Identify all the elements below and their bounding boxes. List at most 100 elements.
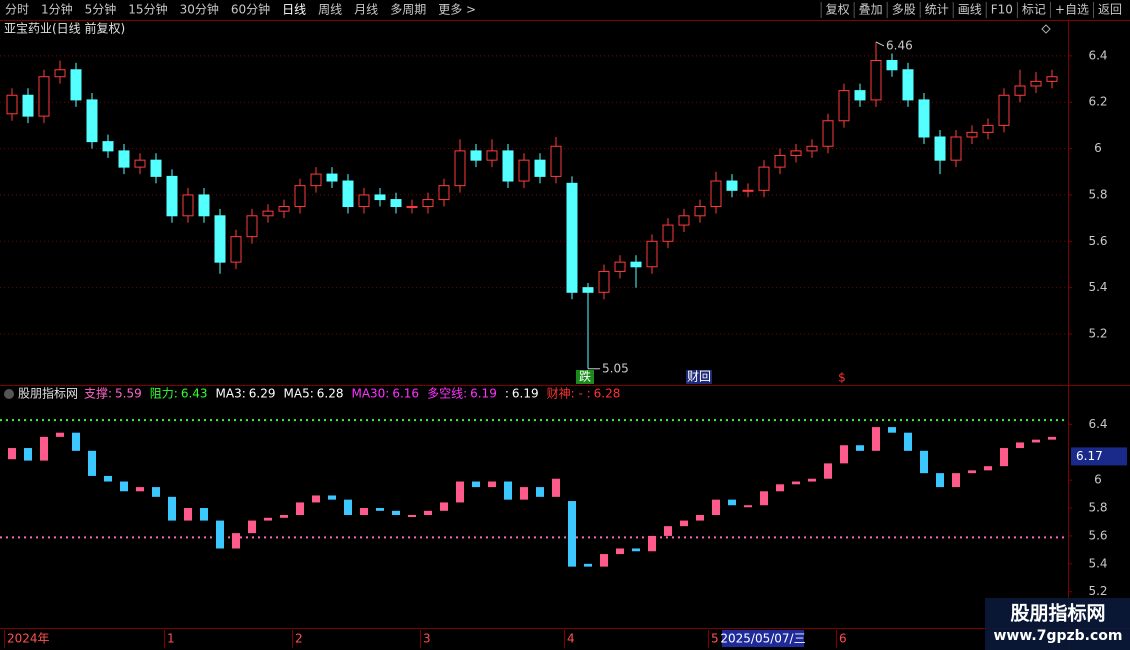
icon[interactable] <box>1041 24 1051 34</box>
y-tick-label: 5.6 <box>1088 528 1107 542</box>
indicator-bar <box>296 502 304 515</box>
indicator-bar <box>392 510 400 515</box>
high-label: 6.46 <box>886 38 913 52</box>
event-badge <box>686 370 712 384</box>
toolbar-button[interactable]: 周线 <box>318 3 342 17</box>
legend-name: 支撑: <box>84 386 112 401</box>
legend-value: 6.19 <box>512 387 539 401</box>
toolbar-button[interactable]: 更多 > <box>438 3 476 17</box>
icon[interactable] <box>4 389 14 399</box>
candle-body <box>182 194 194 217</box>
candle-body <box>806 145 818 152</box>
toolbar-button[interactable]: 15分钟 <box>128 2 167 17</box>
y-tick-label: 5.4 <box>1088 556 1107 570</box>
legend-value: 6.28 <box>317 387 344 401</box>
candle-body <box>550 145 562 177</box>
chart-title: 亚宝药业(日线 前复权) <box>4 21 125 36</box>
indicator-bar <box>168 496 176 521</box>
indicator-bar <box>200 508 208 521</box>
toolbar-button[interactable]: F10 <box>991 3 1013 17</box>
toolbar-button[interactable]: 1分钟 <box>41 2 73 17</box>
indicator-bar <box>616 548 624 555</box>
toolbar-button[interactable]: +自选 <box>1055 3 1089 17</box>
indicator-bar <box>280 515 288 518</box>
low-label: 5.05 <box>602 361 629 375</box>
candle-body <box>822 120 834 147</box>
candle-body <box>838 90 850 122</box>
candle-body <box>54 69 66 78</box>
indicator-bar <box>328 495 336 500</box>
legend-name: 多空线: <box>427 387 467 401</box>
indicator-bar <box>488 481 496 488</box>
legend-name: 财神: - : <box>547 387 591 401</box>
indicator-bar <box>984 466 992 471</box>
candle-body <box>6 94 18 115</box>
toolbar-button[interactable]: 日线 <box>282 3 306 17</box>
x-tick-label: 5 <box>711 632 719 646</box>
legend-name: MA30: <box>351 387 389 401</box>
y-tick-label: 5.6 <box>1088 234 1107 248</box>
indicator-bar <box>120 481 128 492</box>
toolbar-button[interactable]: 30分钟 <box>180 2 219 17</box>
y-tick-label: 5.4 <box>1088 280 1107 294</box>
indicator-bar <box>312 495 320 503</box>
indicator-bar <box>808 478 816 482</box>
candle-body <box>1030 80 1042 87</box>
indicator-bar <box>920 450 928 474</box>
candle-body <box>374 194 386 201</box>
indicator-bar <box>344 499 352 515</box>
toolbar-button[interactable]: 分时 <box>5 3 29 17</box>
indicator-bar <box>696 515 704 521</box>
y-tick-label: 5.2 <box>1088 584 1107 598</box>
candle-body <box>886 59 898 71</box>
legend-value: 5.59 <box>115 387 142 401</box>
annotation-arrow <box>875 41 885 47</box>
candle-body <box>294 185 306 208</box>
toolbar-button[interactable]: 复权 <box>826 3 850 17</box>
toolbar-button[interactable]: 标记 <box>1022 3 1046 17</box>
candle-body <box>566 182 578 293</box>
candle-body <box>134 159 146 168</box>
toolbar-button[interactable]: 返回 <box>1098 3 1122 17</box>
toolbar-button[interactable]: 统计 <box>925 3 949 17</box>
candle-body <box>854 90 866 101</box>
indicator-bar <box>664 526 672 536</box>
candle-body <box>774 155 786 168</box>
candle-body <box>454 150 466 187</box>
indicator-bar <box>24 448 32 461</box>
toolbar-button[interactable]: 月线 <box>354 3 378 17</box>
toolbar-button[interactable]: 60分钟 <box>231 2 270 17</box>
indicator-bar <box>424 510 432 515</box>
candle-body <box>38 76 50 117</box>
legend-value: 6.28 <box>594 387 621 401</box>
candle-body <box>70 69 82 101</box>
indicator-bar <box>1032 439 1040 443</box>
toolbar-button[interactable]: 多周期 <box>390 3 426 17</box>
candle-body <box>614 261 626 272</box>
indicator-bar <box>936 473 944 488</box>
toolbar-button[interactable]: 叠加 <box>859 3 883 17</box>
x-tick-label: 2 <box>295 632 303 646</box>
indicator-bar <box>712 499 720 515</box>
indicator-bar <box>680 520 688 527</box>
indicator-bar <box>216 520 224 549</box>
indicator-bar <box>232 533 240 549</box>
x-tick-label: 2024年 <box>7 632 50 646</box>
indicator-bar <box>776 484 784 492</box>
toolbar-button[interactable]: 画线 <box>958 3 982 17</box>
toolbar-button[interactable]: 5分钟 <box>85 2 117 17</box>
y-tick-label: 5.8 <box>1088 187 1107 201</box>
toolbar-button[interactable]: 多股 <box>892 3 916 17</box>
indicator-bar <box>904 432 912 451</box>
candle-body <box>1046 76 1058 82</box>
indicator-bar <box>600 554 608 567</box>
indicator-bar <box>248 520 256 534</box>
candle-body <box>902 69 914 101</box>
candle-body <box>310 173 322 187</box>
legend-name: : <box>505 387 509 401</box>
watermark-url: www.7gpzb.com <box>993 628 1122 644</box>
x-tick-label: 3 <box>423 632 431 646</box>
candle-body <box>86 99 98 143</box>
event-label: $ <box>838 371 846 385</box>
